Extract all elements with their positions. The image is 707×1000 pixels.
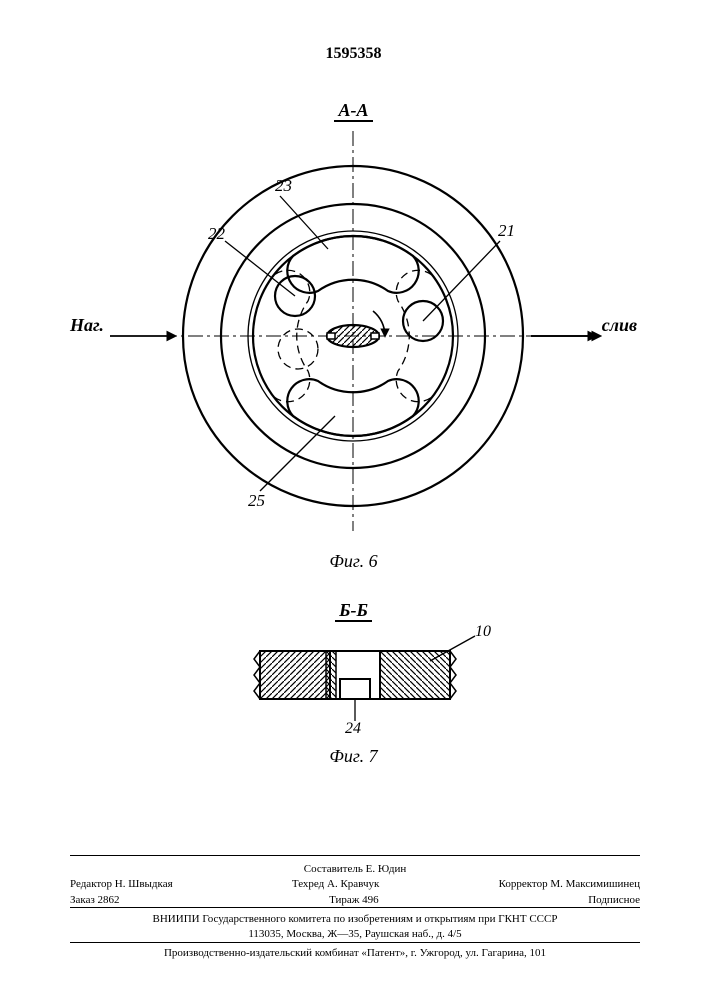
fig6-left-label: Наг.: [70, 315, 104, 336]
colophon-org: ВНИИПИ Государственного комитета по изоб…: [70, 912, 640, 943]
fig6-caption: Фиг. 6: [80, 551, 627, 572]
callout-10: 10: [475, 623, 491, 640]
fig6-section-label: А-А: [80, 100, 627, 121]
callout-23: 23: [275, 176, 292, 195]
fig7-caption: Фиг. 7: [200, 746, 507, 767]
fig6-right-label: слив: [602, 315, 637, 336]
org1: ВНИИПИ Государственного комитета по изоб…: [70, 912, 640, 927]
tirazh: Тираж 496: [329, 893, 379, 908]
order: Заказ 2862: [70, 893, 120, 908]
addr1: 113035, Москва, Ж—35, Раушская наб., д. …: [70, 927, 640, 942]
editor: Редактор Н. Швыдкая: [70, 877, 173, 892]
fig6-drawing: 23 22 21 25: [80, 121, 627, 551]
colophon: Составитель Е. Юдин Редактор Н. Швыдкая …: [70, 862, 640, 908]
callout-22: 22: [208, 224, 226, 243]
figure-6: А-А: [80, 100, 627, 580]
divider-2: [70, 907, 640, 908]
org2: Производственно-издательский комбинат «П…: [70, 946, 640, 961]
divider-3: [70, 942, 640, 943]
corrector: Корректор М. Максимишинец: [499, 877, 640, 892]
fig7-section-label: Б-Б: [200, 600, 507, 621]
techred: Техред А. Кравчук: [292, 877, 379, 892]
divider-1: [70, 855, 640, 856]
callout-21: 21: [498, 221, 515, 240]
compiler: Составитель Е. Юдин: [70, 862, 640, 877]
podpisnoe: Подписное: [588, 893, 640, 908]
figure-7: Б-Б: [200, 600, 507, 800]
colophon-printer: Производственно-издательский комбинат «П…: [70, 946, 640, 961]
patent-page: 1595358 А-А: [0, 0, 707, 1000]
patent-number: 1595358: [0, 45, 707, 63]
callout-24: 24: [345, 720, 361, 737]
callout-25: 25: [248, 491, 265, 510]
fig7-drawing: 10 24: [200, 621, 507, 741]
